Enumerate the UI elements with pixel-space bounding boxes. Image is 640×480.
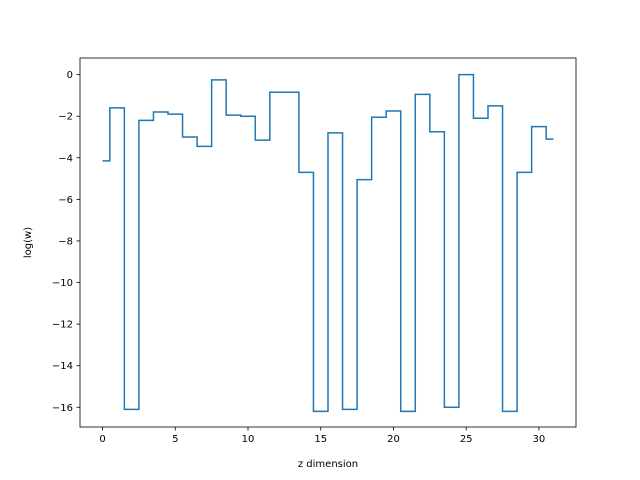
y-tick-label: −2 (58, 112, 73, 123)
axes: 0 5 10 15 20 25 30 0 −2 −4 −6 −8 −10 −12 −14 −16 (52, 57, 577, 445)
x-axis-label: z dimension (298, 459, 358, 470)
y-tick-label: −12 (52, 320, 73, 331)
y-axis-label: log(w) (23, 227, 34, 258)
plot-area (102, 73, 554, 413)
x-tick-label: 0 (99, 434, 105, 445)
plot-frame (79, 57, 577, 428)
y-tick-label: −8 (58, 236, 73, 247)
x-tick-label: 5 (172, 434, 178, 445)
y-tick-label: −6 (58, 195, 73, 206)
x-tick-label: 25 (460, 434, 473, 445)
y-tick-label: −14 (52, 361, 73, 372)
x-tick-label: 20 (387, 434, 400, 445)
y-tick-label: 0 (67, 70, 73, 81)
y-tick-label: −10 (52, 278, 73, 289)
x-tick-label: 30 (533, 434, 546, 445)
x-tick-label: 15 (314, 434, 327, 445)
y-tick-label: −16 (52, 403, 73, 414)
x-tick-label: 10 (242, 434, 255, 445)
series-line-0 (102, 73, 554, 413)
y-tick-label: −4 (58, 153, 73, 164)
